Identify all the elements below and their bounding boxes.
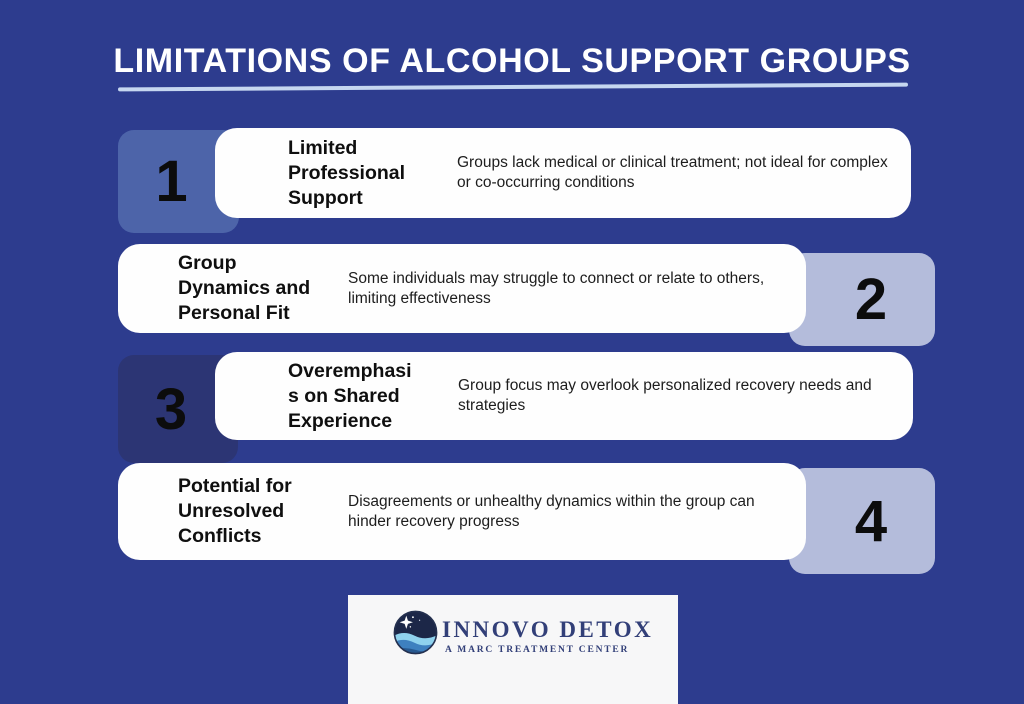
item-number: 2 [854, 267, 888, 332]
number-badge-2: 2 [789, 253, 935, 346]
item-heading: Limited Professional Support [288, 136, 406, 209]
item-description: Group focus may overlook personalized re… [458, 377, 872, 414]
item-card-1: Limited Professional Support Groups lack… [215, 128, 911, 218]
item-card-3: Overemphasi s on Shared Experience Group… [215, 352, 913, 440]
brand-footer: INNOVO DETOX A MARC TREATMENT CENTER [348, 595, 678, 704]
item-card-4: Potential for Unresolved Conflicts Disag… [118, 463, 806, 560]
item-card-2: Group Dynamics and Personal Fit Some ind… [118, 244, 806, 333]
item-heading: Overemphasi s on Shared Experience [288, 359, 412, 432]
item-description: Disagreements or unhealthy dynamics with… [348, 492, 755, 530]
item-number: 4 [854, 488, 888, 554]
innovo-detox-logo-icon [393, 610, 438, 655]
item-description: Groups lack medical or clinical treatmen… [457, 154, 888, 191]
title-underline [117, 82, 909, 91]
item-number: 1 [155, 149, 188, 214]
brand-tagline: A MARC TREATMENT CENTER [445, 645, 630, 655]
item-heading: Potential for Unresolved Conflicts [178, 475, 292, 547]
page-title: LIMITATIONS OF ALCOHOL SUPPORT GROUPS [113, 42, 911, 80]
item-number: 3 [154, 376, 188, 442]
item-heading: Group Dynamics and Personal Fit [178, 252, 311, 324]
brand-name: INNOVO DETOX [442, 617, 654, 642]
number-badge-4: 4 [789, 468, 935, 574]
item-description: Some individuals may struggle to connect… [348, 269, 765, 307]
